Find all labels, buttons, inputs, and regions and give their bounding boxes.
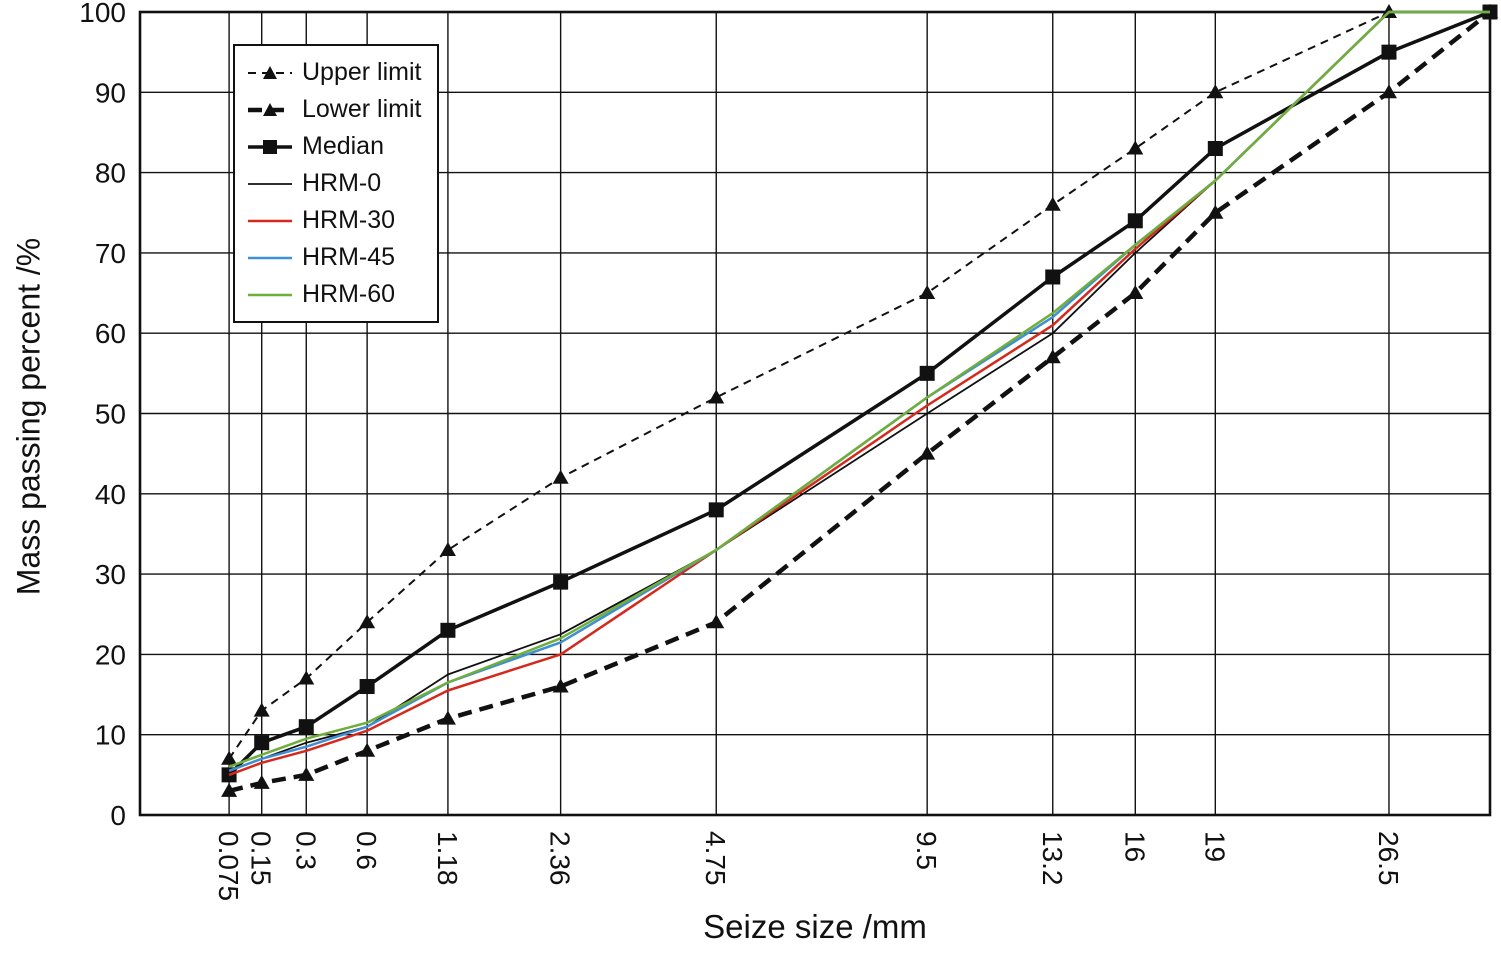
triangle-marker [1380, 84, 1397, 99]
triangle-marker [263, 65, 277, 79]
square-marker [708, 502, 724, 518]
triangle-marker [919, 445, 936, 460]
legend-label-hrm-60: HRM-60 [302, 280, 396, 308]
triangle-marker [439, 542, 456, 557]
x-tick-label: 26.5 [1373, 831, 1404, 886]
triangle-marker [1127, 140, 1144, 155]
legend-sample-hrm-60 [248, 293, 292, 296]
triangle-marker [1044, 196, 1061, 211]
x-tick-label: 4.75 [700, 831, 731, 886]
plot-border [138, 10, 1492, 817]
square-marker [440, 622, 456, 638]
triangle-marker [1044, 349, 1061, 364]
legend-sample-hrm-0 [248, 182, 292, 185]
x-tick-label: 9.5 [911, 831, 942, 870]
legend-item-upper-limit: Upper limit [247, 54, 421, 91]
triangle-marker [253, 774, 270, 789]
triangle-marker [708, 389, 725, 404]
square-marker [1207, 141, 1223, 157]
x-tick-label: 0.075 [213, 831, 244, 901]
triangle-marker [221, 782, 238, 797]
x-tick-label: 13.2 [1037, 831, 1068, 886]
y-tick-label: 30 [95, 559, 126, 590]
triangle-marker [552, 469, 569, 484]
triangle-marker [298, 766, 315, 781]
triangle-marker [221, 750, 238, 765]
legend: Upper limit Lower limit Median HRM-0 HRM-30 H… [233, 44, 440, 323]
x-tick-label: 0.15 [246, 831, 277, 886]
triangle-marker [552, 678, 569, 693]
triangle-marker [439, 710, 456, 725]
y-tick-label: 100 [79, 0, 126, 28]
x-axis-title: Seize size /mm [703, 908, 927, 945]
square-marker [553, 574, 569, 590]
series-hrm-60 [228, 10, 1490, 768]
triangle-marker [1127, 285, 1144, 300]
y-tick-label: 60 [95, 318, 126, 349]
square-marker [1381, 44, 1397, 60]
x-tick-label: 0.6 [351, 831, 382, 870]
triangle-marker [708, 614, 725, 629]
y-axis-title: Mass passing percent /% [10, 237, 47, 596]
x-tick-label: 2.36 [545, 831, 576, 886]
legend-item-hrm-45: HRM-45 [247, 239, 421, 276]
legend-sample-median [248, 139, 292, 154]
series-median [221, 4, 1498, 783]
x-tick-label: 16 [1119, 831, 1150, 862]
y-tick-label: 10 [95, 720, 126, 751]
y-tick-label: 70 [95, 238, 126, 269]
y-tick-label: 80 [95, 158, 126, 189]
triangle-marker [919, 285, 936, 300]
legend-sample-lower-limit [248, 102, 292, 116]
x-tick-label: 1.18 [432, 831, 463, 886]
square-marker [919, 365, 935, 381]
legend-item-hrm-60: HRM-60 [247, 276, 421, 313]
y-tick-label: 40 [95, 479, 126, 510]
legend-label-upper-limit: Upper limit [302, 58, 422, 86]
triangle-marker [359, 614, 376, 629]
square-marker [1045, 269, 1061, 285]
legend-sample-upper-limit [248, 65, 292, 79]
x-tick-label: 19 [1199, 831, 1230, 862]
triangle-marker [263, 102, 277, 116]
legend-sample-hrm-45 [248, 256, 292, 259]
legend-label-hrm-0: HRM-0 [302, 169, 382, 197]
y-tick-label: 90 [95, 77, 126, 108]
x-tick-labels: 0.075 0.15 0.3 0.6 1.18 2.36 4.75 9.5 13.2 16 19 26… [213, 831, 1404, 901]
square-marker [254, 735, 270, 751]
triangle-marker [253, 702, 270, 717]
square-marker [263, 139, 277, 154]
y-tick-label: 0 [110, 800, 126, 831]
square-marker [1127, 213, 1143, 229]
legend-item-lower-limit: Lower limit [247, 91, 421, 128]
triangle-marker [359, 742, 376, 757]
legend-item-median: Median [247, 128, 421, 165]
legend-label-hrm-30: HRM-30 [302, 206, 396, 234]
triangle-marker [1207, 84, 1224, 99]
x-tick-label: 0.3 [290, 831, 321, 870]
square-marker [298, 719, 314, 735]
legend-label-lower-limit: Lower limit [302, 95, 422, 123]
legend-label-median: Median [302, 132, 384, 160]
y-tick-label: 50 [95, 399, 126, 430]
triangle-marker [298, 670, 315, 685]
legend-item-hrm-30: HRM-30 [247, 202, 421, 239]
triangle-marker [1207, 204, 1224, 219]
series-lower-limit [221, 4, 1498, 797]
legend-item-hrm-0: HRM-0 [247, 165, 421, 202]
legend-label-hrm-45: HRM-45 [302, 243, 396, 271]
square-marker [359, 679, 375, 695]
y-tick-labels: 0 10 20 30 40 50 60 70 80 90 100 [79, 0, 126, 831]
legend-sample-hrm-30 [248, 219, 292, 222]
y-tick-label: 20 [95, 639, 126, 670]
